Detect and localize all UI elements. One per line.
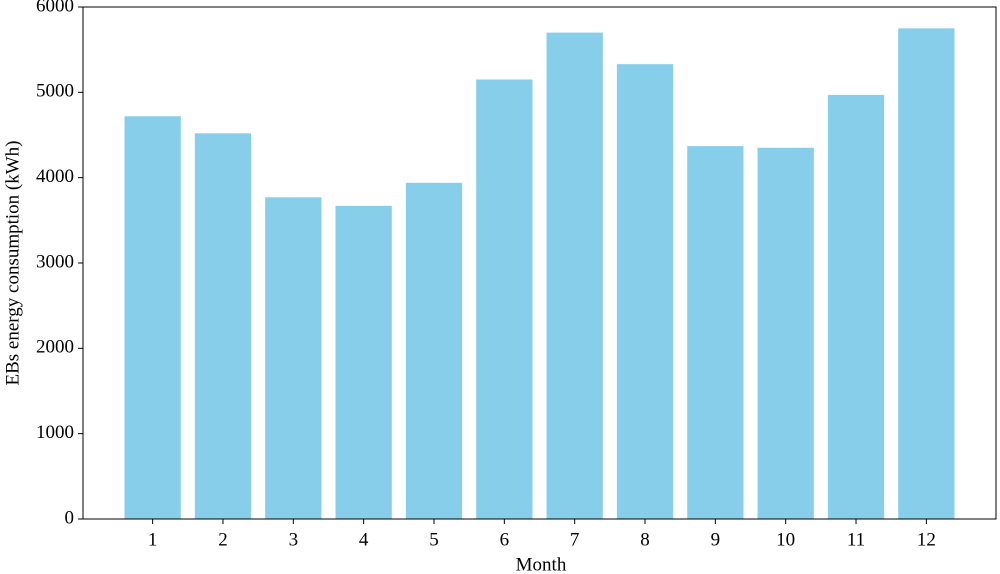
bar bbox=[405, 182, 463, 519]
bar bbox=[687, 146, 744, 520]
bar bbox=[194, 133, 252, 519]
x-tick-label: 4 bbox=[359, 529, 369, 550]
x-tick-label: 11 bbox=[847, 529, 865, 550]
bar bbox=[335, 205, 392, 519]
x-tick-label: 3 bbox=[289, 529, 299, 550]
x-axis-label: Month bbox=[516, 554, 567, 574]
x-tick-label: 12 bbox=[917, 529, 936, 550]
x-tick-label: 1 bbox=[148, 529, 158, 550]
x-tick-label: 10 bbox=[776, 529, 795, 550]
plot-frame bbox=[82, 6, 997, 520]
bar bbox=[757, 147, 814, 520]
bar bbox=[124, 116, 181, 519]
y-axis-label: EBs energy consumption (kWh) bbox=[2, 140, 23, 385]
y-tick-label: 4000 bbox=[36, 166, 74, 187]
bar bbox=[827, 94, 885, 519]
x-tick-label: 9 bbox=[711, 529, 721, 550]
x-tick-label: 2 bbox=[218, 529, 228, 550]
x-tick-label: 5 bbox=[429, 529, 439, 550]
bar bbox=[898, 28, 955, 519]
y-tick-label: 3000 bbox=[36, 251, 74, 272]
y-tick-label: 6000 bbox=[36, 0, 74, 16]
bar bbox=[265, 197, 322, 519]
y-tick-label: 5000 bbox=[36, 81, 74, 102]
bar bbox=[616, 64, 674, 519]
x-tick-label: 6 bbox=[500, 529, 510, 550]
y-tick-label: 2000 bbox=[36, 337, 74, 358]
bar bbox=[476, 79, 533, 520]
x-tick-label: 8 bbox=[640, 529, 650, 550]
y-tick-label: 0 bbox=[65, 507, 75, 528]
bar bbox=[546, 32, 603, 519]
y-tick-label: 1000 bbox=[36, 422, 74, 443]
x-tick-label: 7 bbox=[570, 529, 580, 550]
